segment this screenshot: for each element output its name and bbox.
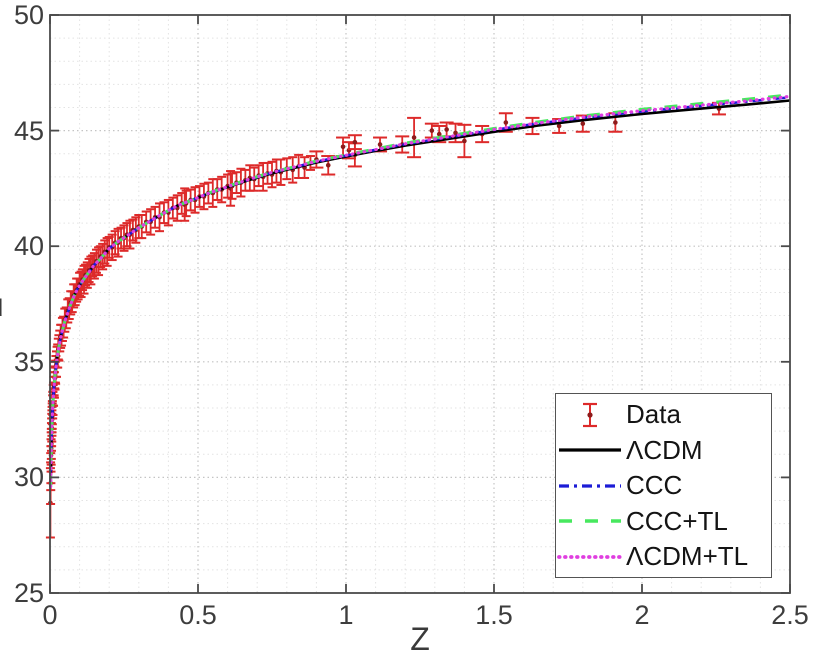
- legend-item-ccc-tl: CCC+TL: [556, 504, 771, 538]
- dash-dot-line-icon: [559, 483, 621, 488]
- axes-box: [49, 14, 791, 594]
- y-tick-label-40: 40: [13, 231, 44, 261]
- x-tick-label-1-5: 1.5: [475, 600, 513, 630]
- y-tick-label-25: 25: [13, 578, 44, 608]
- solid-line-icon: [559, 448, 621, 452]
- legend-label-lcdm-tl: ΛCDM+TL: [626, 541, 749, 571]
- dashed-line-icon: [559, 519, 621, 523]
- legend-label-data: Data: [626, 399, 681, 429]
- legend-label-lcdm: ΛCDM: [626, 434, 703, 465]
- dotted-line-icon: [557, 554, 623, 559]
- x-tick-label-2-5: 2.5: [771, 600, 809, 630]
- y-axis-label: μ: [0, 286, 4, 324]
- x-axis-label: Z: [410, 621, 430, 657]
- legend: Data ΛCDM CCC CCC+TL ΛCDM+TL: [555, 393, 772, 578]
- legend-item-lcdm: ΛCDM: [556, 433, 771, 467]
- y-tick-label-50: 50: [13, 0, 44, 30]
- y-tick-label-30: 30: [13, 462, 44, 492]
- legend-item-data: Data: [556, 398, 771, 432]
- legend-label-ccc: CCC: [626, 470, 683, 500]
- x-tick-label-2: 2: [634, 600, 650, 630]
- y-tick-label-35: 35: [13, 347, 44, 377]
- axis-ticks: [49, 14, 791, 594]
- x-tick-label-0: 0: [42, 600, 58, 630]
- curve-lcdm-tl: [48, 94, 792, 489]
- x-tick-label-0-5: 0.5: [179, 600, 217, 630]
- model-curves: [48, 93, 792, 489]
- legend-item-lcdm-tl: ΛCDM+TL: [556, 540, 771, 574]
- x-tick-label-1: 1: [338, 600, 354, 630]
- errorbar-marker-icon: [583, 402, 597, 427]
- grid-major: [50, 15, 790, 593]
- y-tick-label-45: 45: [13, 116, 44, 146]
- legend-label-ccc-tl: CCC+TL: [626, 505, 728, 536]
- legend-item-ccc: CCC: [556, 469, 771, 503]
